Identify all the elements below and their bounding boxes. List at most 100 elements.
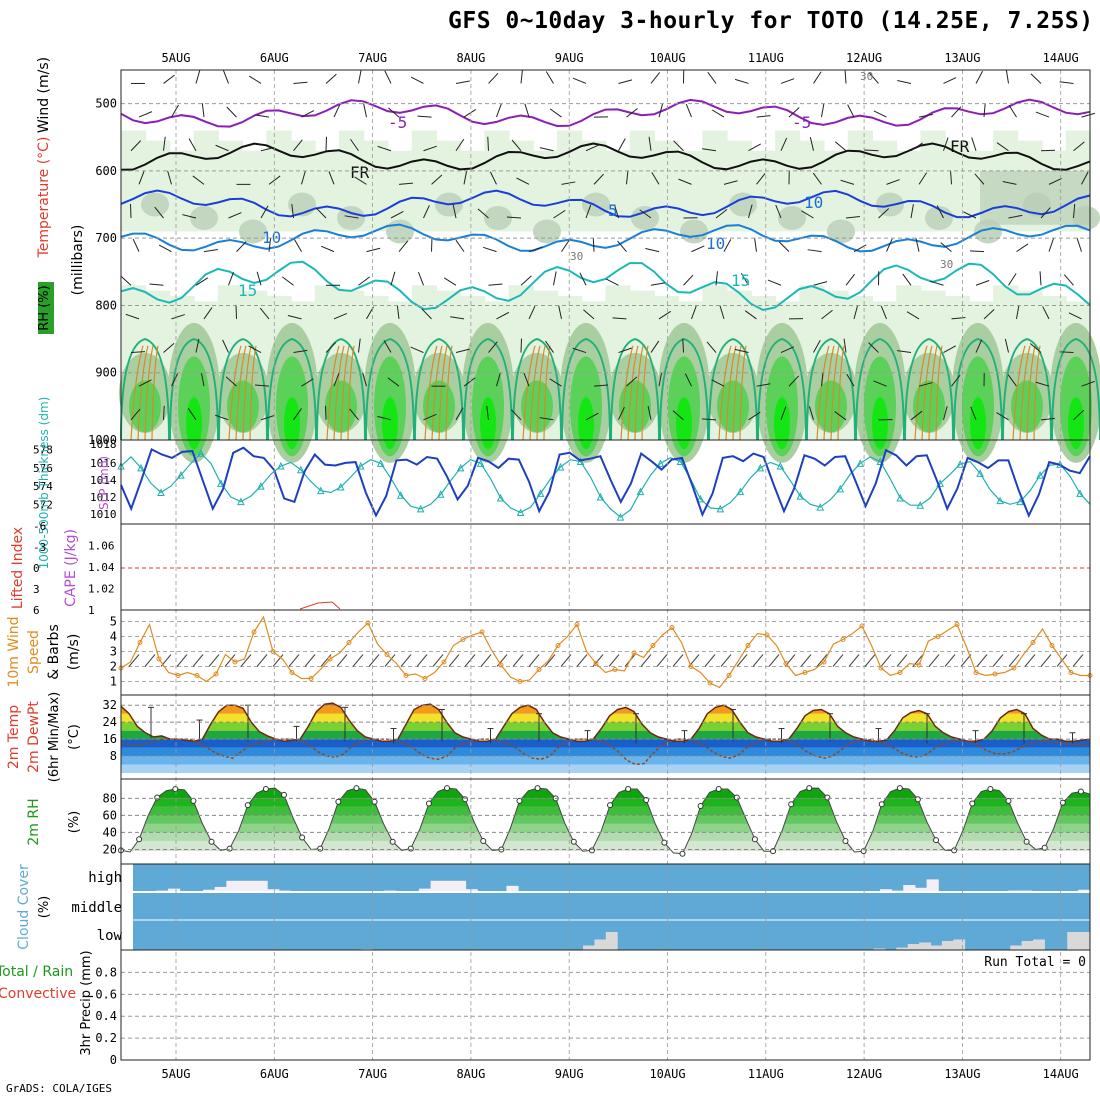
wind-barb xyxy=(618,138,626,151)
wind-barb xyxy=(886,179,900,185)
wind-isotach xyxy=(1012,345,1026,441)
rh-point xyxy=(480,837,487,844)
wind-barb xyxy=(801,210,814,219)
cloud-label: Cloud Cover xyxy=(16,864,32,950)
x-tick-label-bottom: 7AUG xyxy=(358,1067,387,1081)
wind10-point xyxy=(973,670,979,675)
wind-barb xyxy=(1016,305,1020,319)
rh-point xyxy=(534,785,541,792)
wind-barb xyxy=(384,70,392,84)
wind-barb xyxy=(618,79,633,84)
wind10-point xyxy=(745,643,751,648)
wind-barb xyxy=(886,238,893,252)
rh-band xyxy=(121,823,1090,833)
rh-blob xyxy=(578,397,594,450)
wind-barb xyxy=(301,110,315,118)
precip-tick: 0.6 xyxy=(95,987,117,1001)
thickness-point xyxy=(137,463,145,472)
wind-barb xyxy=(650,282,665,286)
wind-barb xyxy=(585,144,599,152)
wind10-barb xyxy=(176,654,188,667)
wind-barb xyxy=(539,147,554,152)
panel-frame xyxy=(120,439,1091,525)
rh-tick: 60 xyxy=(103,808,117,822)
rh-contour xyxy=(316,338,366,441)
wind10-barb xyxy=(464,654,476,667)
thickness-point xyxy=(336,482,345,491)
wind10-barb xyxy=(304,654,316,667)
wind10-point xyxy=(574,622,580,627)
wind-barb xyxy=(187,407,197,421)
rh-point xyxy=(1077,788,1084,795)
rh-point xyxy=(1059,799,1066,806)
wind-tick: 3 xyxy=(110,645,117,659)
wind-barb xyxy=(1004,338,1009,353)
temp-tick: 24 xyxy=(103,715,117,729)
rh-band-mid xyxy=(678,150,704,232)
wind-barb xyxy=(294,239,302,252)
wind10-point xyxy=(498,662,504,668)
wind-barb xyxy=(1008,104,1017,118)
wind-barb xyxy=(398,240,409,252)
wind10-point xyxy=(137,640,143,645)
wind-barb xyxy=(268,175,281,185)
rh-point xyxy=(444,785,451,792)
rh-point xyxy=(896,785,903,792)
cape-tick: 1 xyxy=(88,604,95,617)
rh-contour xyxy=(365,338,415,441)
cloud-cell xyxy=(947,941,954,950)
cloud-cell xyxy=(1021,941,1028,950)
wind10-barb xyxy=(944,654,956,667)
rh-blob xyxy=(970,397,986,450)
rh-band xyxy=(121,798,1090,807)
rh-contour xyxy=(610,338,660,441)
cloud-cell xyxy=(930,945,937,950)
wind-barb xyxy=(812,172,822,185)
wind-barb xyxy=(1063,274,1074,286)
wind-barb xyxy=(950,170,952,185)
rh-band-mid xyxy=(847,130,873,232)
wind-barb xyxy=(423,413,437,421)
rh-blob xyxy=(872,397,888,450)
wind-barb xyxy=(780,137,788,151)
wind10-label: 10m Wind xyxy=(6,616,22,687)
wind-barb xyxy=(975,70,984,84)
wind-barb xyxy=(1059,81,1074,84)
wind-barb xyxy=(228,212,242,219)
cloud-cell xyxy=(879,889,887,892)
wind-barb xyxy=(333,104,341,118)
rh-contour xyxy=(708,338,758,441)
wind-barb xyxy=(463,377,476,387)
wind-barb xyxy=(910,410,923,421)
wind-isotach xyxy=(326,345,340,441)
wind10-barb xyxy=(960,654,972,667)
x-tick-label-bottom: 5AUG xyxy=(162,1067,191,1081)
wind-barb xyxy=(455,80,470,84)
wind-isotach xyxy=(1019,345,1031,441)
wind-isotach xyxy=(333,345,345,441)
wind-barb xyxy=(344,215,359,219)
thickness-label: 1000-500mb Thickness (dm) xyxy=(37,397,51,570)
wind-barb xyxy=(897,350,912,354)
thickness-point xyxy=(596,492,605,501)
wind-barb xyxy=(878,208,890,219)
wind-barb xyxy=(215,144,229,152)
wind-barb xyxy=(138,111,153,118)
rh-point xyxy=(951,847,958,854)
wind-isotach xyxy=(823,345,835,441)
rh-blob xyxy=(827,219,855,244)
wind-tick: 1 xyxy=(110,675,117,689)
wind-barb xyxy=(650,340,660,353)
wind10-point xyxy=(441,659,447,665)
wind-barb xyxy=(325,342,337,353)
cloud-cell xyxy=(273,889,280,892)
cape-spike xyxy=(299,601,341,610)
wind-barb xyxy=(572,347,587,354)
wind-barb xyxy=(1030,73,1042,84)
wind-barb xyxy=(834,411,847,421)
wind-barb xyxy=(756,383,771,387)
wind-barb xyxy=(1073,409,1085,421)
isotherm-line xyxy=(120,142,1091,171)
wind-barb xyxy=(672,410,684,421)
